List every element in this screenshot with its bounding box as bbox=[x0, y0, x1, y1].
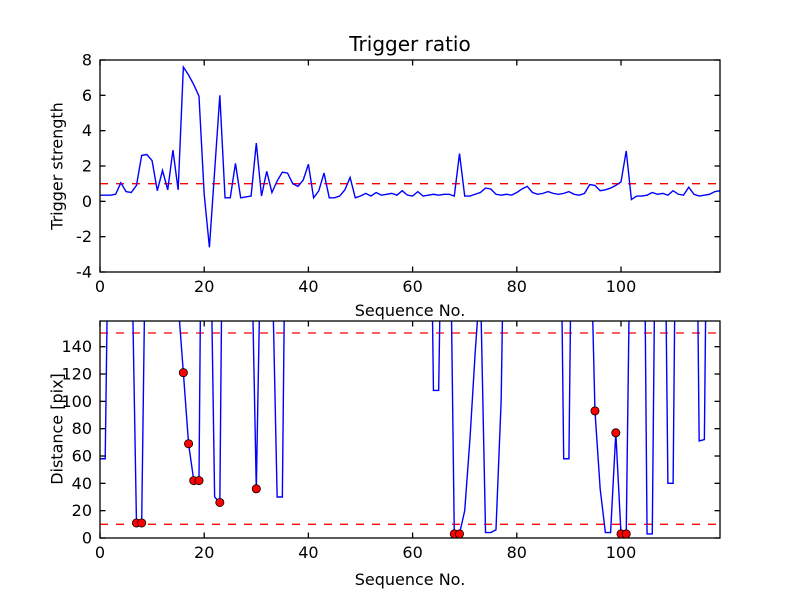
y-tick-label: 60 bbox=[72, 447, 92, 466]
x-tick-label: 20 bbox=[194, 277, 214, 296]
y-tick-label: 20 bbox=[72, 501, 92, 520]
top-x-axis-label: Sequence No. bbox=[354, 301, 466, 320]
y-tick-label: 8 bbox=[82, 51, 92, 70]
event-marker-dot bbox=[251, 484, 261, 494]
y-tick-label: 4 bbox=[82, 121, 92, 140]
y-tick-label: 120 bbox=[61, 365, 92, 384]
event-marker-dot bbox=[194, 476, 204, 486]
x-tick-label: 40 bbox=[298, 277, 318, 296]
top-chart-title: Trigger ratio bbox=[349, 32, 471, 56]
y-tick-label: 140 bbox=[61, 337, 92, 356]
x-tick-label: 20 bbox=[194, 543, 214, 562]
event-marker-dot bbox=[184, 439, 194, 449]
event-marker-dot bbox=[611, 428, 621, 438]
event-marker-dot bbox=[137, 518, 147, 528]
y-tick-label: 80 bbox=[72, 419, 92, 438]
distance-line bbox=[100, 321, 707, 535]
y-tick-label: 100 bbox=[61, 392, 92, 411]
y-tick-label: 0 bbox=[82, 529, 92, 548]
bottom-y-axis-label: Distance [pix] bbox=[47, 373, 67, 485]
axes-frame bbox=[99, 59, 721, 273]
y-tick-label: -4 bbox=[76, 263, 92, 282]
axes-frame bbox=[99, 320, 721, 539]
x-tick-label: 0 bbox=[95, 277, 105, 296]
y-tick-label: 2 bbox=[82, 157, 92, 176]
x-tick-label: 60 bbox=[402, 277, 422, 296]
y-tick-label: 40 bbox=[72, 474, 92, 493]
trigger-strength-line bbox=[100, 64, 720, 248]
x-tick-label: 100 bbox=[606, 543, 637, 562]
event-marker-dot bbox=[590, 406, 600, 416]
bottom-plot-area: 0 20 40 60 80 100 0 20 40 60 80 100 120 140 bbox=[61, 320, 721, 562]
event-marker-dot bbox=[454, 529, 464, 539]
x-tick-label: 80 bbox=[507, 543, 527, 562]
y-tick-label: 6 bbox=[82, 86, 92, 105]
x-tick-label: 100 bbox=[606, 277, 637, 296]
event-marker-dot bbox=[178, 368, 188, 378]
x-tick-label: 60 bbox=[402, 543, 422, 562]
event-marker-dot bbox=[621, 529, 631, 539]
top-plot-area: 0 20 40 60 80 100 -4 -2 0 2 4 6 8 bbox=[76, 51, 721, 296]
bottom-x-axis-label: Sequence No. bbox=[354, 570, 466, 589]
y-tick-label: 0 bbox=[82, 192, 92, 211]
y-tick-label: -2 bbox=[76, 227, 92, 246]
event-marker-dot bbox=[215, 497, 225, 507]
x-tick-label: 0 bbox=[95, 543, 105, 562]
x-tick-label: 80 bbox=[507, 277, 527, 296]
x-tick-label: 40 bbox=[298, 543, 318, 562]
top-y-axis-label: Trigger strength bbox=[47, 102, 67, 230]
